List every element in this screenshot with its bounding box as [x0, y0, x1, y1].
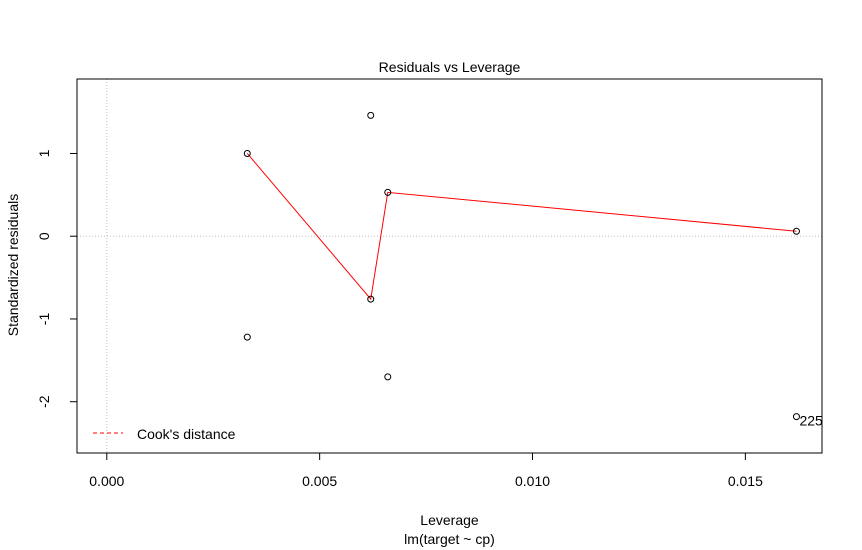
smoother-line: [246, 153, 797, 301]
y-axis-label: Standardized residuals: [5, 194, 21, 336]
point-annotation: 225: [799, 413, 823, 429]
data-point-1: [243, 333, 251, 341]
data-point-3: [367, 295, 375, 303]
x-tick-label-3: 0.015: [728, 473, 763, 489]
x-tick-label-2: 0.010: [515, 473, 550, 489]
data-points: [243, 111, 800, 421]
data-point-5: [384, 373, 392, 381]
data-point-7: [792, 413, 800, 421]
data-point-2: [367, 111, 375, 119]
y-tick-label-3: 1: [36, 149, 52, 157]
data-point-0: [243, 149, 251, 157]
chart-title: Residuals vs Leverage: [379, 59, 521, 75]
legend-label-cooks-distance: Cook's distance: [137, 426, 236, 442]
plot-frame: [76, 78, 823, 454]
y-tick-label-0: -2: [36, 395, 52, 408]
x-tick-label-1: 0.005: [302, 473, 337, 489]
y-tick-label-2: 0: [36, 232, 52, 240]
x-axis-sublabel: lm(target ~ cp): [404, 531, 495, 547]
x-axis-label: Leverage: [420, 512, 479, 528]
x-tick-label-0: 0.000: [89, 473, 124, 489]
legend: Cook's distance: [93, 426, 236, 442]
y-tick-label-1: -1: [36, 313, 52, 326]
reference-lines: [77, 79, 822, 453]
y-axis: -2 -1 0 1: [36, 149, 78, 408]
data-point-4: [384, 188, 392, 196]
x-axis: 0.000 0.005 0.010 0.015: [89, 452, 763, 489]
data-point-6: [792, 227, 800, 235]
